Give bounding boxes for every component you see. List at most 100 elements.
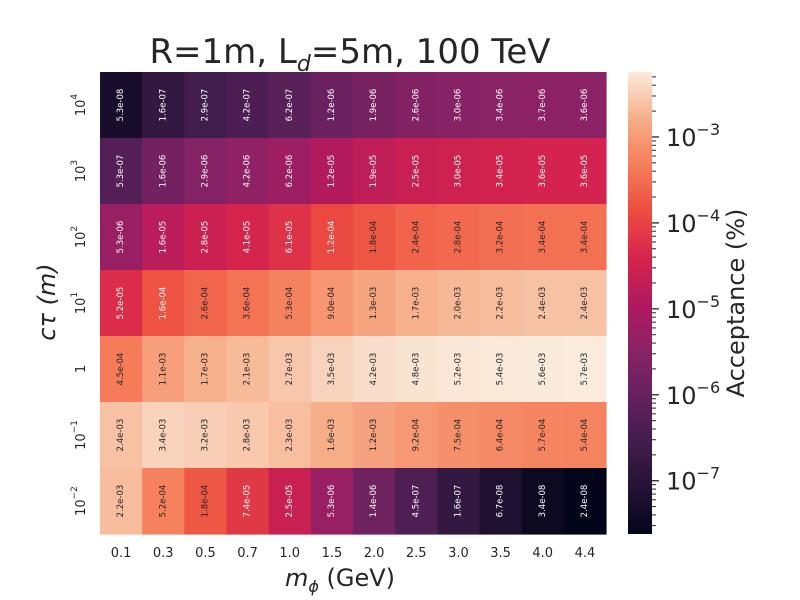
x-tick-label: 3.0 [448, 546, 469, 561]
cell-value-label: 6.4e-04 [496, 419, 506, 452]
cell-value-label: 6.1e-05 [285, 221, 295, 254]
heatmap-cell [268, 138, 312, 205]
heatmap-cell [310, 336, 354, 403]
x-tick-labels: 0.1 0.3 0.5 0.7 1.0 1.5 2.0 2.5 3.0 3.5 4.0 4.4 [111, 546, 596, 561]
cell-value-label: 2.3e-03 [285, 419, 295, 452]
cell-value-label: 5.3e-04 [285, 287, 295, 320]
heatmap-cell [437, 270, 481, 337]
colorbar-tick-label: 10−3 [666, 120, 720, 152]
cell-value-label: 1.7e-03 [411, 287, 421, 320]
heatmap-cell [521, 72, 565, 139]
heatmap-cell [142, 72, 185, 139]
cell-value-label: 4.8e-03 [411, 353, 421, 386]
heatmap-cell [479, 138, 523, 205]
cell-value-label: 9.2e-04 [411, 419, 421, 452]
cell-value-label: 4.2e-06 [243, 155, 253, 188]
heatmap-cell [100, 72, 143, 139]
heatmap-cell [310, 72, 354, 139]
heatmap-cell [100, 204, 143, 271]
heatmap-cell [142, 402, 185, 469]
heatmap-cell [479, 402, 523, 469]
heatmap-cell [226, 402, 270, 469]
heatmap-cell [226, 72, 270, 139]
cell-value-label: 6.2e-07 [285, 89, 295, 122]
heatmap-cell [437, 336, 481, 403]
heatmap-cell [268, 270, 312, 337]
colorbar-tick-label: 10−6 [666, 378, 720, 410]
heatmap-cell [100, 138, 143, 205]
cell-value-label: 2.4e-08 [580, 485, 590, 518]
cell-value-label: 3.4e-03 [158, 419, 168, 452]
cell-value-label: 1.6e-04 [158, 287, 168, 320]
cell-value-label: 2.9e-06 [200, 155, 210, 188]
heatmap-cell [437, 138, 481, 205]
y-tick-label: 10−1 [70, 420, 89, 450]
heatmap-cell [437, 72, 481, 139]
cell-value-label: 5.4e-03 [496, 353, 506, 386]
cell-value-label: 3.4e-04 [538, 221, 548, 254]
cell-value-label: 1.8e-04 [200, 485, 210, 518]
heatmap-cell [353, 468, 396, 535]
heatmap-cell [310, 468, 354, 535]
heatmap-cell [563, 270, 607, 337]
cell-value-label: 3.4e-05 [496, 155, 506, 188]
cell-value-label: 3.6e-05 [580, 155, 590, 188]
cell-value-label: 4.1e-05 [243, 221, 253, 254]
heatmap-cell [226, 270, 270, 337]
heatmap-cell [395, 72, 438, 139]
cell-value-label: 2.8e-05 [200, 221, 210, 254]
cell-value-label: 2.4e-03 [538, 287, 548, 320]
colorbar-tick-label: 10−4 [666, 206, 720, 238]
y-tick-label: 102 [70, 226, 89, 248]
cell-value-label: 2.2e-03 [496, 287, 506, 320]
cell-value-label: 1.8e-04 [369, 221, 379, 254]
heatmap-cell [184, 138, 228, 205]
colorbar-tick-label: 10−5 [666, 292, 720, 324]
heatmap-cell [521, 138, 565, 205]
heatmap-cell [353, 138, 396, 205]
heatmap-cell [184, 72, 228, 139]
x-tick-label: 4.0 [532, 546, 553, 561]
heatmap-cell [184, 204, 228, 271]
heatmap-cell [353, 270, 396, 337]
heatmap-cell [142, 270, 185, 337]
cell-value-label: 3.6e-05 [538, 155, 548, 188]
x-tick-label: 0.5 [195, 546, 216, 561]
heatmap-cell [563, 468, 607, 535]
colorbar-tick-label: 10−7 [666, 464, 720, 496]
cell-value-label: 4.2e-03 [369, 353, 379, 386]
x-tick-label: 3.5 [490, 546, 511, 561]
heatmap-cell [226, 336, 270, 403]
cell-value-label: 2.8e-03 [243, 419, 253, 452]
cell-value-label: 2.6e-04 [200, 287, 210, 320]
x-tick-label: 2.5 [406, 546, 427, 561]
cell-value-label: 5.2e-03 [453, 353, 463, 386]
heatmap-cell [142, 468, 185, 535]
heatmap-cell [100, 402, 143, 469]
heatmap-cell [353, 204, 396, 271]
heatmap-cell [395, 138, 438, 205]
y-tick-labels: 104 103 102 101 1 10−1 10−2 [70, 94, 89, 516]
heatmap-cell [521, 468, 565, 535]
cell-value-label: 1.7e-03 [200, 353, 210, 386]
heatmap-cell [184, 468, 228, 535]
cell-value-label: 6.7e-08 [496, 485, 506, 518]
cell-value-label: 1.6e-05 [158, 221, 168, 254]
cell-value-label: 2.5e-05 [411, 155, 421, 188]
x-axis-label: mϕ (GeV) [285, 564, 395, 596]
heatmap-cell [521, 402, 565, 469]
heatmap-cell [563, 204, 607, 271]
heatmap-cell [395, 402, 438, 469]
cell-value-label: 7.4e-05 [243, 485, 253, 518]
y-tick-label: 1 [74, 365, 89, 373]
heatmap-cell [395, 468, 438, 535]
heatmap-cell [142, 138, 185, 205]
heatmap-cell [395, 204, 438, 271]
heatmap-cell [184, 402, 228, 469]
chart-title: R=1m, Ld=5m, 100 TeV [149, 32, 550, 77]
heatmap-cell [100, 270, 143, 337]
x-tick-label: 2.0 [364, 546, 385, 561]
cell-value-label: 4.2e-07 [243, 89, 253, 122]
cell-value-label: 7.5e-04 [453, 419, 463, 452]
